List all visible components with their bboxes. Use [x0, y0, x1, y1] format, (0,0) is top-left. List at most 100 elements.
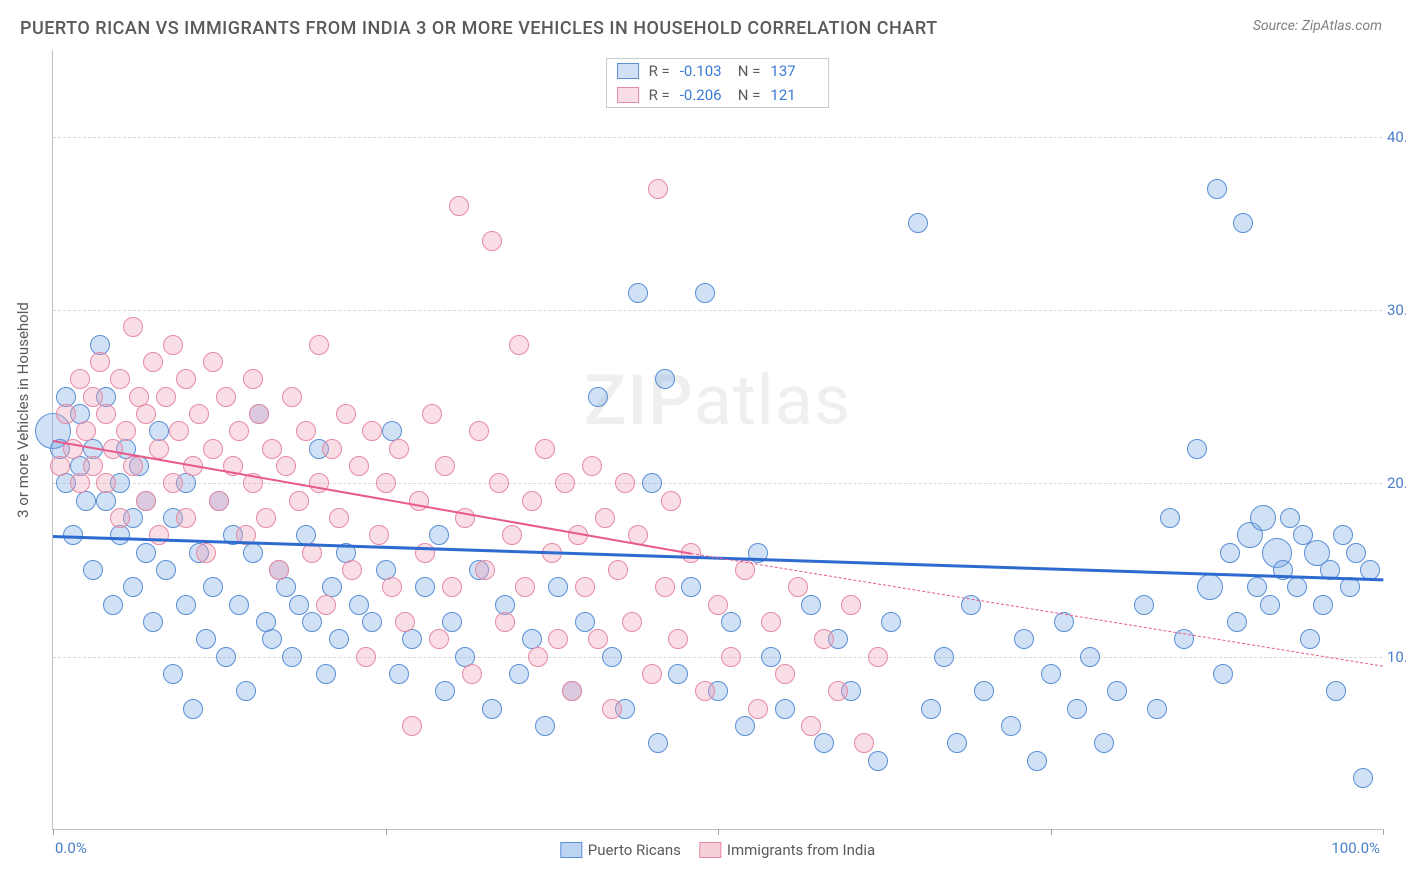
data-point [535, 716, 555, 736]
data-point [642, 473, 662, 493]
data-point [575, 612, 595, 632]
data-point [1213, 664, 1233, 684]
data-point [110, 508, 130, 528]
data-point [123, 456, 143, 476]
data-point [622, 612, 642, 632]
data-point [70, 473, 90, 493]
data-point [96, 491, 116, 511]
data-point [582, 456, 602, 476]
data-point [96, 404, 116, 424]
data-point [116, 421, 136, 441]
data-point [814, 733, 834, 753]
data-point [176, 508, 196, 528]
data-point [1014, 629, 1034, 649]
data-point [103, 595, 123, 615]
data-point [289, 595, 309, 615]
data-point [602, 699, 622, 719]
legend-label-1: Puerto Ricans [588, 841, 681, 859]
data-point [1197, 574, 1223, 600]
data-point [1353, 768, 1373, 788]
data-point [535, 439, 555, 459]
data-point [296, 421, 316, 441]
data-point [588, 629, 608, 649]
data-point [1147, 699, 1167, 719]
data-point [449, 196, 469, 216]
data-point [376, 473, 396, 493]
data-point [149, 439, 169, 459]
data-point [96, 473, 116, 493]
data-point [429, 525, 449, 545]
data-point [429, 629, 449, 649]
data-point [203, 577, 223, 597]
data-point [163, 473, 183, 493]
data-point [1187, 439, 1207, 459]
chart-area: ZIPatlas R = -0.103 N = 137 R = -0.206 N… [52, 50, 1382, 830]
data-point [1346, 543, 1366, 563]
data-point [841, 595, 861, 615]
data-point [322, 439, 342, 459]
data-point [203, 352, 223, 372]
data-point [176, 369, 196, 389]
x-tick-label-right: 100.0% [1331, 839, 1380, 857]
data-point [868, 751, 888, 771]
data-point [509, 335, 529, 355]
data-point [608, 560, 628, 580]
data-point [276, 456, 296, 476]
data-point [189, 404, 209, 424]
data-point [661, 491, 681, 511]
y-axis-label: 3 or more Vehicles in Household [14, 302, 32, 518]
data-point [761, 647, 781, 667]
data-point [169, 421, 189, 441]
data-point [229, 595, 249, 615]
data-point [1080, 647, 1100, 667]
data-point [1107, 681, 1127, 701]
data-point [143, 352, 163, 372]
data-point [921, 699, 941, 719]
y-tick-label: 30.0% [1387, 301, 1406, 319]
data-point [748, 699, 768, 719]
data-point [349, 456, 369, 476]
data-point [475, 560, 495, 580]
watermark: ZIPatlas [584, 360, 851, 442]
data-point [329, 629, 349, 649]
data-point [615, 473, 635, 493]
data-point [176, 595, 196, 615]
data-point [216, 647, 236, 667]
data-point [415, 543, 435, 563]
data-point [289, 491, 309, 511]
data-point [668, 664, 688, 684]
data-point [362, 421, 382, 441]
data-point [442, 612, 462, 632]
data-point [183, 699, 203, 719]
data-point [515, 577, 535, 597]
data-point [1094, 733, 1114, 753]
data-point [276, 577, 296, 597]
x-tick-mark [386, 829, 387, 835]
data-point [243, 543, 263, 563]
swatch-series-1 [617, 63, 639, 79]
data-point [402, 629, 422, 649]
data-point [382, 577, 402, 597]
data-point [648, 179, 668, 199]
data-point [1027, 751, 1047, 771]
data-point [149, 525, 169, 545]
data-point [136, 491, 156, 511]
chart-title: PUERTO RICAN VS IMMIGRANTS FROM INDIA 3 … [20, 18, 938, 39]
series-legend: Puerto Ricans Immigrants from India [560, 841, 875, 859]
data-point [1287, 577, 1307, 597]
data-point [349, 595, 369, 615]
legend-label-2: Immigrants from India [727, 841, 875, 859]
data-point [1280, 508, 1300, 528]
r-value-2: -0.206 [680, 86, 728, 104]
swatch-series-2 [617, 87, 639, 103]
grid-line [53, 137, 1382, 138]
data-point [243, 369, 263, 389]
data-point [1134, 595, 1154, 615]
data-point [628, 283, 648, 303]
data-point [442, 577, 462, 597]
stats-legend: R = -0.103 N = 137 R = -0.206 N = 121 [606, 58, 830, 108]
legend-swatch-2 [699, 842, 721, 858]
data-point [342, 560, 362, 580]
data-point [575, 577, 595, 597]
data-point [236, 681, 256, 701]
